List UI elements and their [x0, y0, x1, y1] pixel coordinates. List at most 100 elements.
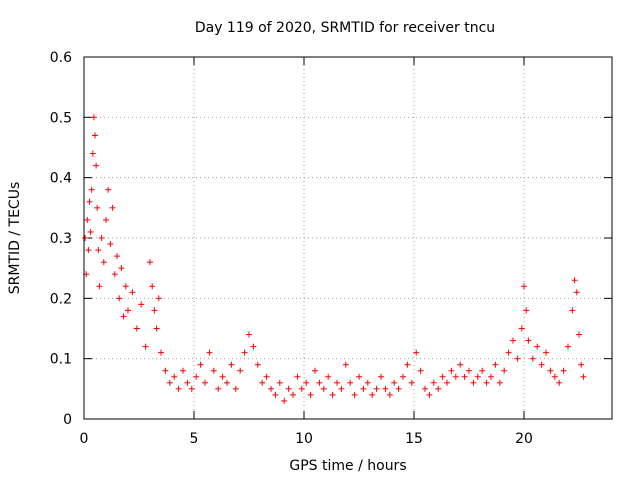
axis-ticks: 0 0.1 0.2 0.3 0.4 0.5 0.6 0 5 10 15 20	[50, 50, 612, 447]
data-point	[193, 373, 200, 380]
data-point	[573, 289, 580, 296]
data-point	[303, 379, 310, 386]
data-point	[84, 216, 91, 223]
data-point	[417, 367, 424, 374]
data-point	[184, 379, 191, 386]
data-point	[210, 367, 217, 374]
data-point	[88, 186, 95, 193]
data-point	[94, 204, 101, 211]
data-point	[580, 373, 587, 380]
data-point	[232, 385, 239, 392]
grid	[84, 57, 612, 419]
data-point	[560, 367, 567, 374]
data-point	[351, 391, 358, 398]
data-point	[342, 361, 349, 368]
data-point	[87, 228, 94, 235]
data-point	[505, 349, 512, 356]
data-point	[496, 379, 503, 386]
data-point	[153, 325, 160, 332]
data-point	[263, 373, 270, 380]
data-point	[268, 385, 274, 392]
data-point	[215, 385, 222, 392]
data-point	[241, 349, 248, 356]
data-point	[413, 349, 420, 356]
data-point	[147, 259, 153, 266]
data-point	[307, 391, 314, 398]
data-point	[109, 204, 116, 211]
data-point	[98, 235, 105, 241]
data-point	[461, 373, 468, 380]
data-point	[86, 198, 93, 205]
data-point	[492, 361, 499, 368]
data-point	[543, 349, 549, 356]
data-point	[347, 379, 354, 386]
data-point	[202, 379, 208, 386]
data-point	[386, 391, 393, 398]
data-point	[369, 391, 376, 398]
data-point	[382, 385, 389, 392]
x-tick-label: 10	[295, 431, 313, 447]
data-point	[96, 283, 103, 290]
x-tick-label: 5	[190, 431, 199, 447]
data-point	[158, 349, 164, 356]
data-point	[129, 289, 136, 296]
data-point	[155, 295, 162, 302]
data-point	[404, 361, 411, 368]
data-point	[298, 385, 305, 392]
data-point	[118, 265, 125, 272]
data-point	[105, 186, 112, 193]
chart-title: Day 119 of 2020, SRMTID for receiver tnc…	[195, 20, 495, 36]
y-tick-label: 0.3	[50, 231, 72, 247]
data-point	[171, 373, 178, 380]
data-point	[426, 391, 433, 398]
data-point	[448, 367, 455, 374]
data-point	[457, 361, 464, 368]
data-points	[82, 114, 587, 404]
data-point	[107, 241, 114, 248]
data-point	[565, 343, 571, 350]
data-point	[89, 150, 96, 157]
data-point	[479, 367, 486, 374]
data-point	[254, 361, 261, 368]
data-point	[151, 307, 158, 314]
data-point	[133, 325, 140, 332]
data-point	[338, 385, 345, 392]
data-point	[312, 367, 318, 374]
data-point	[501, 367, 508, 374]
data-point	[538, 361, 545, 368]
data-point	[556, 379, 563, 386]
data-point	[430, 379, 437, 386]
data-point	[162, 367, 169, 374]
data-point	[120, 313, 127, 320]
x-axis-label: GPS time / hours	[289, 458, 406, 474]
data-point	[246, 331, 252, 338]
x-tick-label: 20	[515, 431, 533, 447]
data-point	[514, 355, 521, 362]
data-point	[175, 385, 182, 392]
y-tick-label: 0.5	[50, 110, 72, 126]
data-point	[466, 367, 472, 374]
data-point	[325, 373, 332, 380]
data-point	[408, 379, 415, 386]
data-point	[85, 247, 92, 254]
data-point	[329, 391, 336, 398]
data-point	[103, 216, 109, 223]
data-point	[518, 325, 525, 332]
data-point	[285, 385, 292, 392]
data-point	[320, 385, 327, 392]
data-point	[452, 373, 459, 380]
data-point	[529, 355, 536, 362]
data-point	[294, 373, 301, 380]
data-point	[444, 379, 450, 386]
data-point	[111, 271, 118, 278]
data-point	[125, 307, 131, 314]
data-point	[224, 379, 230, 386]
y-axis-label: SRMTID / TECUs	[7, 182, 23, 295]
data-point	[488, 373, 494, 380]
data-point	[90, 114, 97, 121]
data-point	[82, 235, 89, 241]
data-point	[569, 307, 576, 314]
data-point	[525, 337, 532, 344]
x-tick-label: 0	[80, 431, 89, 447]
data-point	[470, 379, 477, 386]
